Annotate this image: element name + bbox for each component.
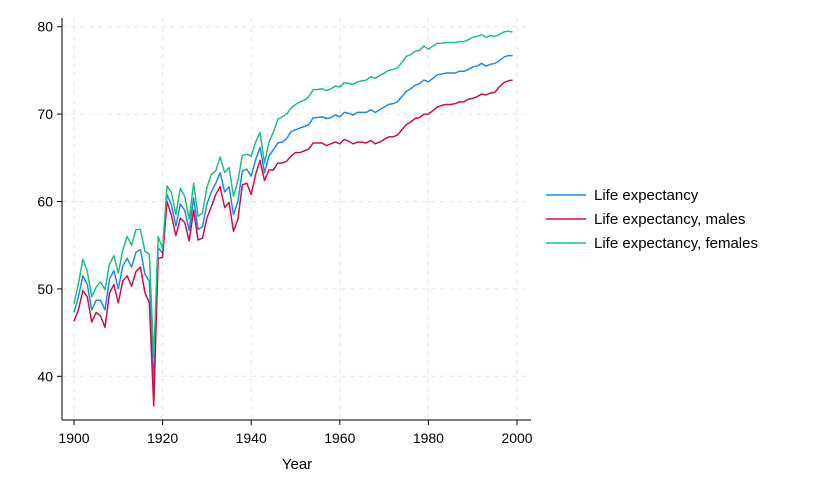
- series-lines: [73, 30, 513, 407]
- x-tick-label: 1960: [324, 430, 355, 446]
- axes: [57, 18, 531, 425]
- x-tick-label: 1900: [58, 430, 89, 446]
- legend-label-2: Life expectancy, males: [594, 211, 745, 228]
- y-tick-label: 40: [37, 368, 53, 384]
- series-line-3: [73, 30, 513, 358]
- y-tick-label: 60: [37, 194, 53, 210]
- y-tick-label: 50: [37, 281, 53, 297]
- legend-label-3: Life expectancy, females: [594, 235, 758, 252]
- series-line-1: [73, 54, 513, 385]
- series-line-2: [73, 79, 513, 407]
- x-tick-label: 1920: [147, 430, 178, 446]
- legend: Life expectancy Life expectancy, males Lif…: [546, 187, 758, 252]
- y-tick-label: 80: [37, 19, 53, 35]
- gridlines: [62, 18, 531, 420]
- x-tick-label: 1940: [236, 430, 267, 446]
- legend-label-1: Life expectancy: [594, 187, 699, 204]
- x-axis-title: Year: [282, 456, 312, 473]
- y-tick-label: 70: [37, 106, 53, 122]
- tick-labels: 40 50 60 70 80 1900 1920 1940 1960 1980 2000: [37, 19, 532, 446]
- x-tick-label: 1980: [413, 430, 444, 446]
- x-tick-label: 2000: [501, 430, 532, 446]
